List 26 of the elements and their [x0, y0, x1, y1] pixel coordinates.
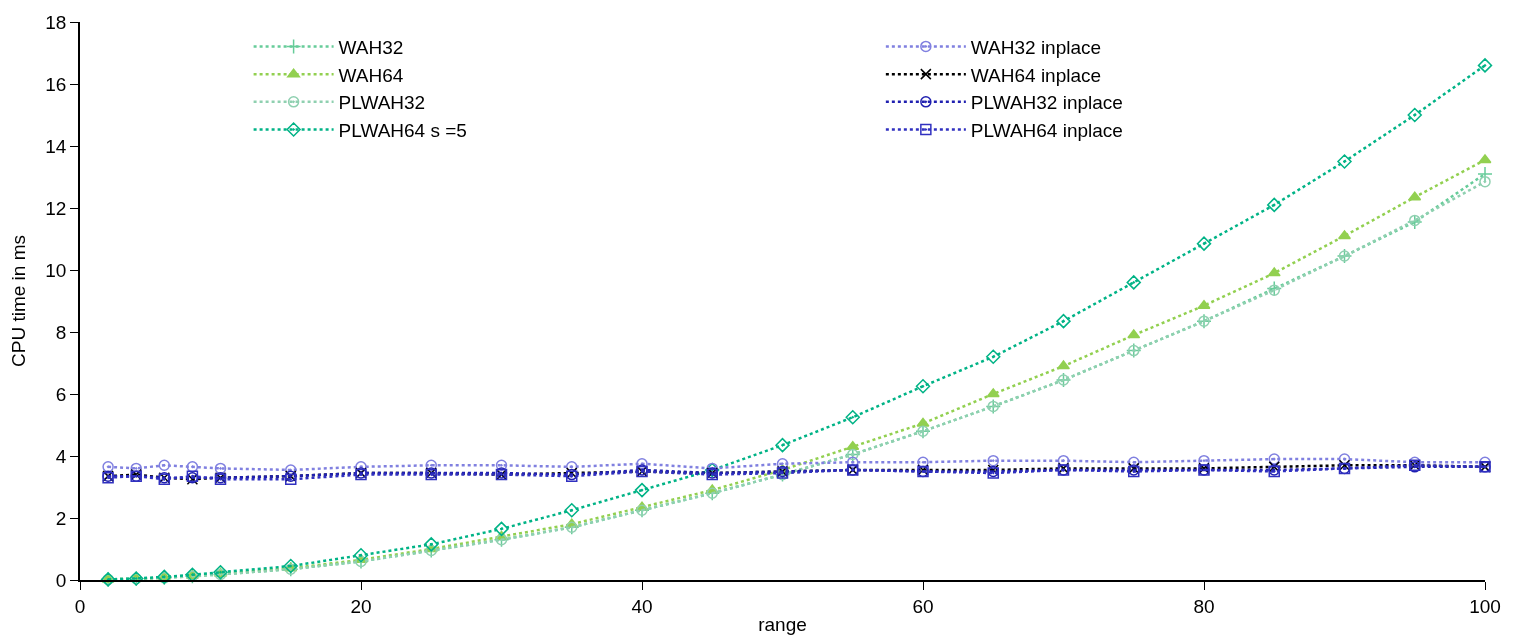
legend-label: PLWAH32 [338, 92, 426, 114]
x-tick-label: 80 [1193, 595, 1215, 617]
x-tick-label: 100 [1469, 595, 1501, 617]
legend-label: PLWAH64 s =5 [338, 119, 467, 141]
legend-label: PLWAH32 inplace [970, 92, 1123, 114]
y-tick-label: 18 [45, 11, 67, 33]
legend-label: WAH64 inplace [970, 64, 1102, 86]
y-tick-label: 0 [55, 569, 67, 591]
x-tick-label: 0 [74, 595, 86, 617]
y-axis-title: CPU time in ms [7, 235, 29, 367]
y-tick-label: 12 [45, 197, 67, 219]
y-tick-label: 4 [55, 445, 67, 467]
y-tick-label: 6 [55, 383, 67, 405]
legend-label: PLWAH64 inplace [970, 119, 1123, 141]
y-tick-label: 8 [55, 321, 67, 343]
y-tick-label: 2 [55, 507, 67, 529]
legend-label: WAH32 [338, 36, 404, 58]
y-tick-label: 14 [45, 135, 67, 157]
legend-label: WAH32 inplace [970, 36, 1102, 58]
x-tick-label: 60 [912, 595, 934, 617]
x-axis-title: range [758, 613, 807, 635]
y-tick-label: 16 [45, 73, 67, 95]
x-tick-label: 20 [350, 595, 372, 617]
y-tick-label: 10 [45, 259, 67, 281]
legend-label: WAH64 [338, 64, 404, 86]
x-tick-label: 40 [631, 595, 653, 617]
